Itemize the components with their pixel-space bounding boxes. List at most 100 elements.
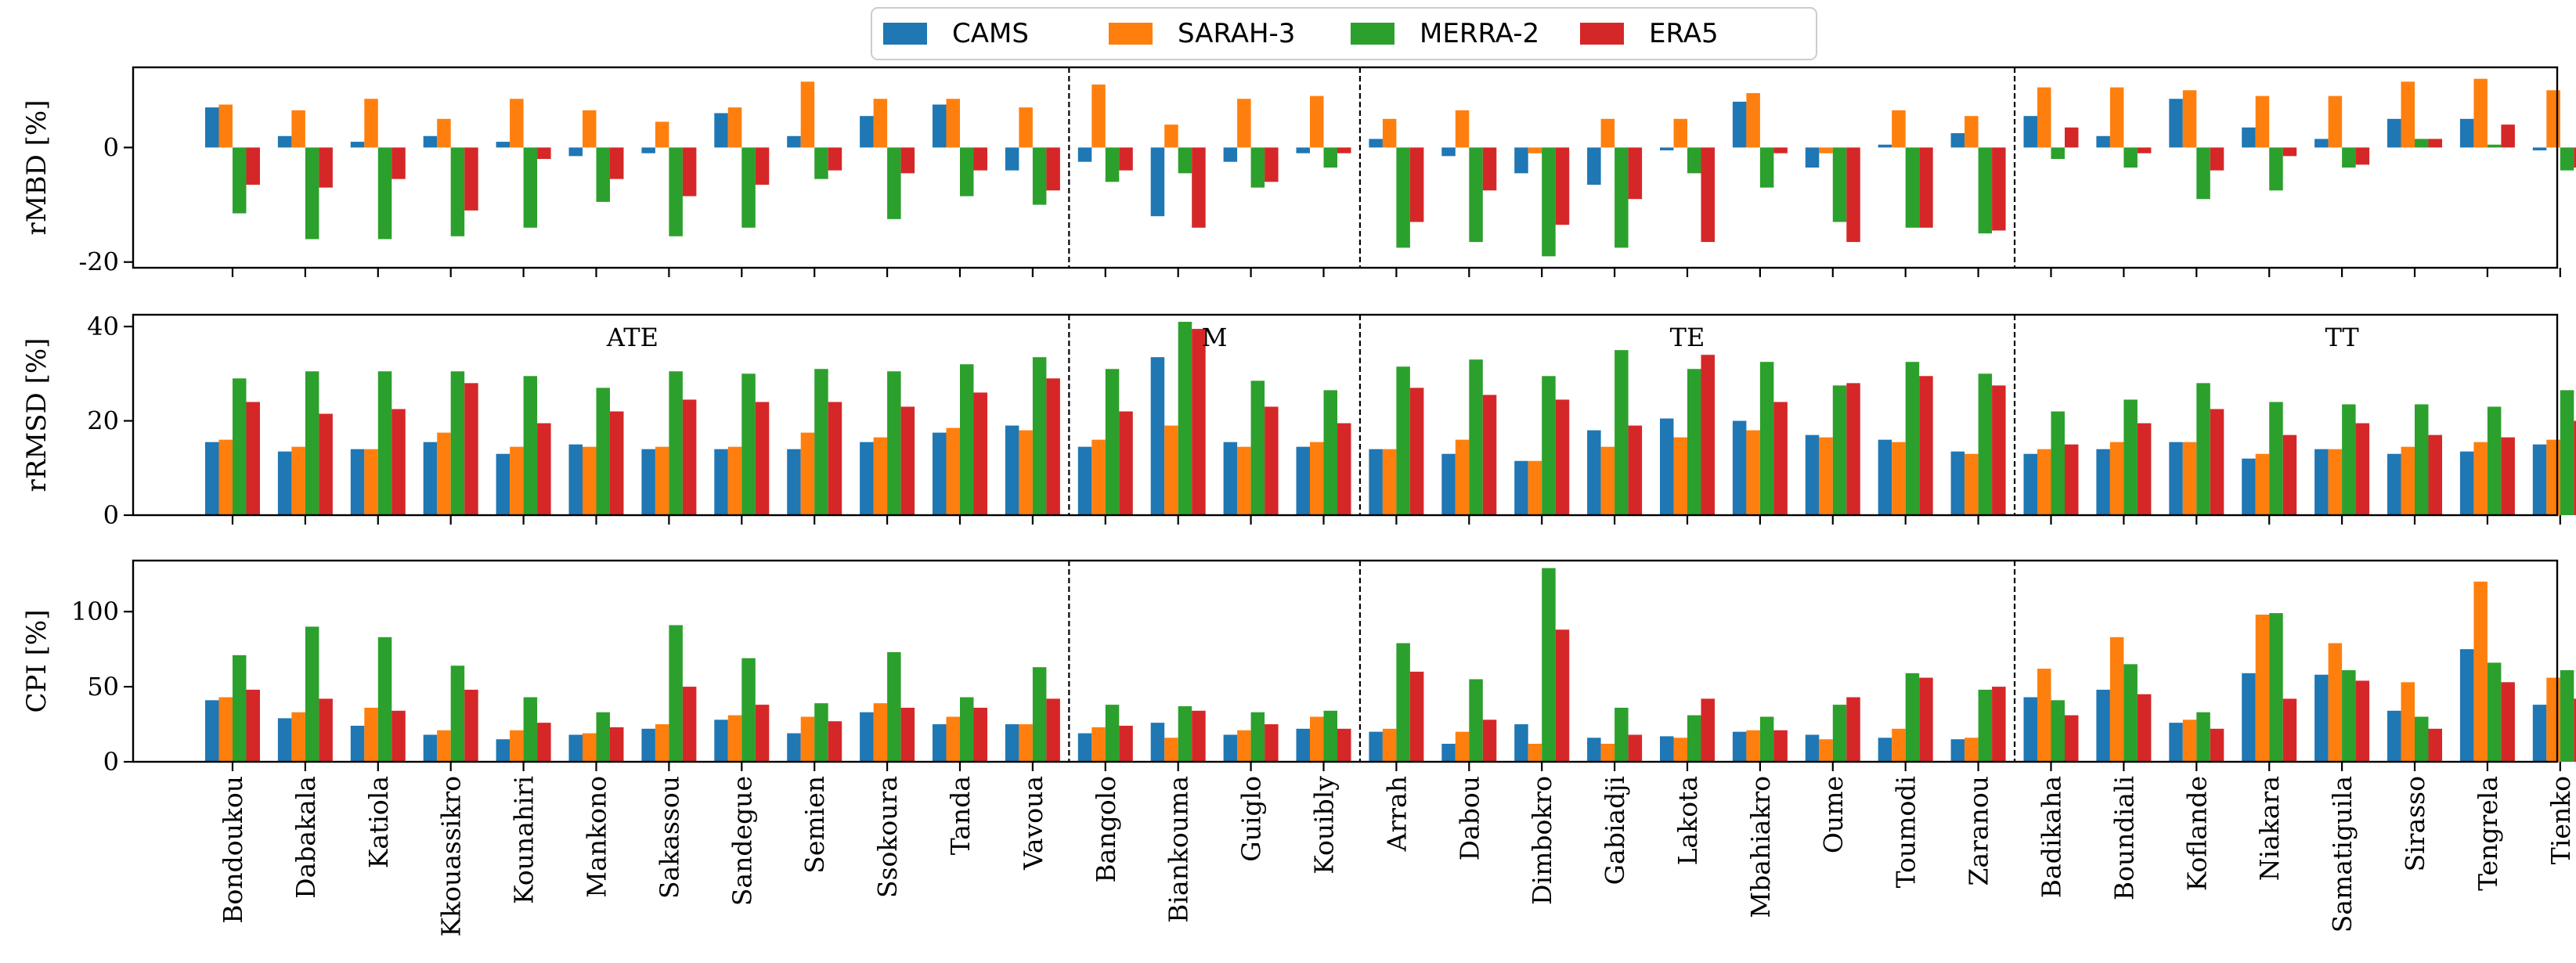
bar-merra-2-bangolo [1105,147,1120,182]
bar-era5-biankouma [1192,147,1206,228]
bar-sarah-3-dabou [1455,731,1470,762]
bar-cams-niakara [2242,673,2256,762]
bar-era5-kounahiri [537,423,551,515]
bar-cams-niakara [2242,458,2256,515]
bar-era5-katiola [391,409,406,515]
bar-era5-vavoua [1046,378,1060,515]
bar-sarah-3-mbahiakro [1746,730,1760,762]
bar-sarah-3-gabiadji [1600,446,1615,515]
bar-merra-2-mankono [596,712,610,762]
bar-sarah-3-bondoukou [218,439,233,515]
bar-merra-2-dabakala [305,371,319,515]
bar-merra-2-mankono [596,147,610,202]
y-tick-label: 40 [87,312,119,341]
bar-era5-mbahiakro [1773,730,1788,762]
x-tick-label-gabiadji: Gabiadji [1600,776,1630,885]
bar-cams-dabou [1441,147,1456,157]
bar-era5-dabou [1482,395,1497,515]
bar-cams-zaranou [1950,739,1965,762]
bar-era5-vavoua [1046,147,1060,191]
bar-sarah-3-niakara [2255,453,2270,515]
bar-sarah-3-sakassou [655,724,669,762]
bar-merra-2-tanda [960,147,974,197]
bar-merra-2-badikaha [2051,700,2065,762]
bar-era5-toumodi [1919,677,1933,762]
bar-era5-mankono [610,727,624,762]
bar-merra-2-kkouassikro [450,665,465,762]
bar-cams-koflande [2169,99,2183,148]
bar-sarah-3-dabou [1455,439,1470,515]
bar-merra-2-sirasso [2415,716,2429,762]
bar-sarah-3-guiglo [1237,99,1251,148]
bar-sarah-3-dabakala [291,110,305,148]
bar-sarah-3-koflande [2182,720,2197,762]
bar-merra-2-kouibly [1323,390,1337,515]
legend-label-cams: CAMS [952,18,1029,49]
bar-cams-tienko [2532,147,2547,151]
y-tick-label: 20 [87,406,119,436]
bar-sarah-3-toumodi [1892,728,1906,762]
bar-merra-2-katiola [377,637,392,762]
bar-sarah-3-oume [1819,739,1833,762]
bar-sarah-3-sandegue [727,446,742,515]
x-tick-label-oume: Oume [1818,776,1849,853]
bar-sarah-3-guiglo [1237,730,1251,762]
bar-era5-tengrela [2501,682,2515,762]
bar-merra-2-kouibly [1323,147,1337,168]
x-tick-label-katiola: Katiola [363,776,394,868]
bar-sarah-3-dimbokro [1528,743,1542,762]
x-tick-label-sandegue: Sandegue [727,776,757,906]
bar-era5-biankouma [1192,329,1206,515]
bar-era5-sirasso [2428,435,2442,515]
bar-merra-2-arrah [1396,147,1410,248]
bar-era5-mankono [610,411,624,515]
bar-era5-tanda [973,707,987,762]
bar-cams-boundiali [2096,449,2110,515]
bar-merra-2-tienko [2560,147,2574,171]
region-label-tt: TT [2325,323,2359,352]
bar-merra-2-mbahiakro [1759,147,1774,188]
series-era5 [246,629,2576,762]
bar-sarah-3-tengrela [2473,581,2488,762]
legend-label-era5: ERA5 [1649,18,1719,49]
bar-sarah-3-ssokoura [873,703,888,762]
bar-era5-tanda [973,392,987,515]
bar-merra-2-samatiguila [2342,670,2356,762]
bar-merra-2-sandegue [741,147,756,228]
bar-era5-sandegue [755,147,770,185]
bar-sarah-3-gabiadji [1600,118,1615,148]
bar-sarah-3-semien [800,432,815,515]
bar-era5-biankouma [1192,710,1206,762]
bar-merra-2-ssokoura [887,651,901,762]
bar-era5-kouibly [1337,147,1351,153]
bar-sarah-3-lakota [1673,118,1687,148]
bar-cams-gabiadji [1587,430,1601,515]
bar-cams-guiglo [1223,442,1238,515]
bar-cams-oume [1805,435,1820,515]
bar-sarah-3-zaranou [1964,453,1979,515]
bar-merra-2-bangolo [1105,369,1120,515]
series-sarah-3 [218,78,2560,153]
bar-sarah-3-katiola [364,707,378,762]
bar-sarah-3-samatiguila [2328,449,2343,515]
bar-sarah-3-biankouma [1164,124,1178,148]
bar-era5-niakara [2282,147,2297,157]
bar-era5-dabakala [319,698,333,762]
panel-3: 0 50 100 CPI [%] [21,559,2576,777]
bar-sarah-3-dabou [1455,110,1470,148]
bar-cams-dabou [1441,453,1456,515]
bar-cams-lakota [1660,736,1674,762]
bar-cams-semien [787,449,801,515]
bar-merra-2-biankouma [1178,147,1192,174]
bar-era5-kounahiri [537,723,551,762]
bar-sarah-3-koflande [2182,442,2197,515]
bar-era5-ssokoura [900,147,915,174]
bar-cams-samatiguila [2314,139,2329,148]
bar-era5-mankono [610,147,624,179]
bar-cams-kkouassikro [423,442,438,515]
bar-cams-boundiali [2096,689,2110,762]
bar-sarah-3-badikaha [2037,449,2051,515]
bar-sarah-3-bangolo [1091,727,1106,762]
bar-sarah-3-arrah [1382,728,1397,762]
